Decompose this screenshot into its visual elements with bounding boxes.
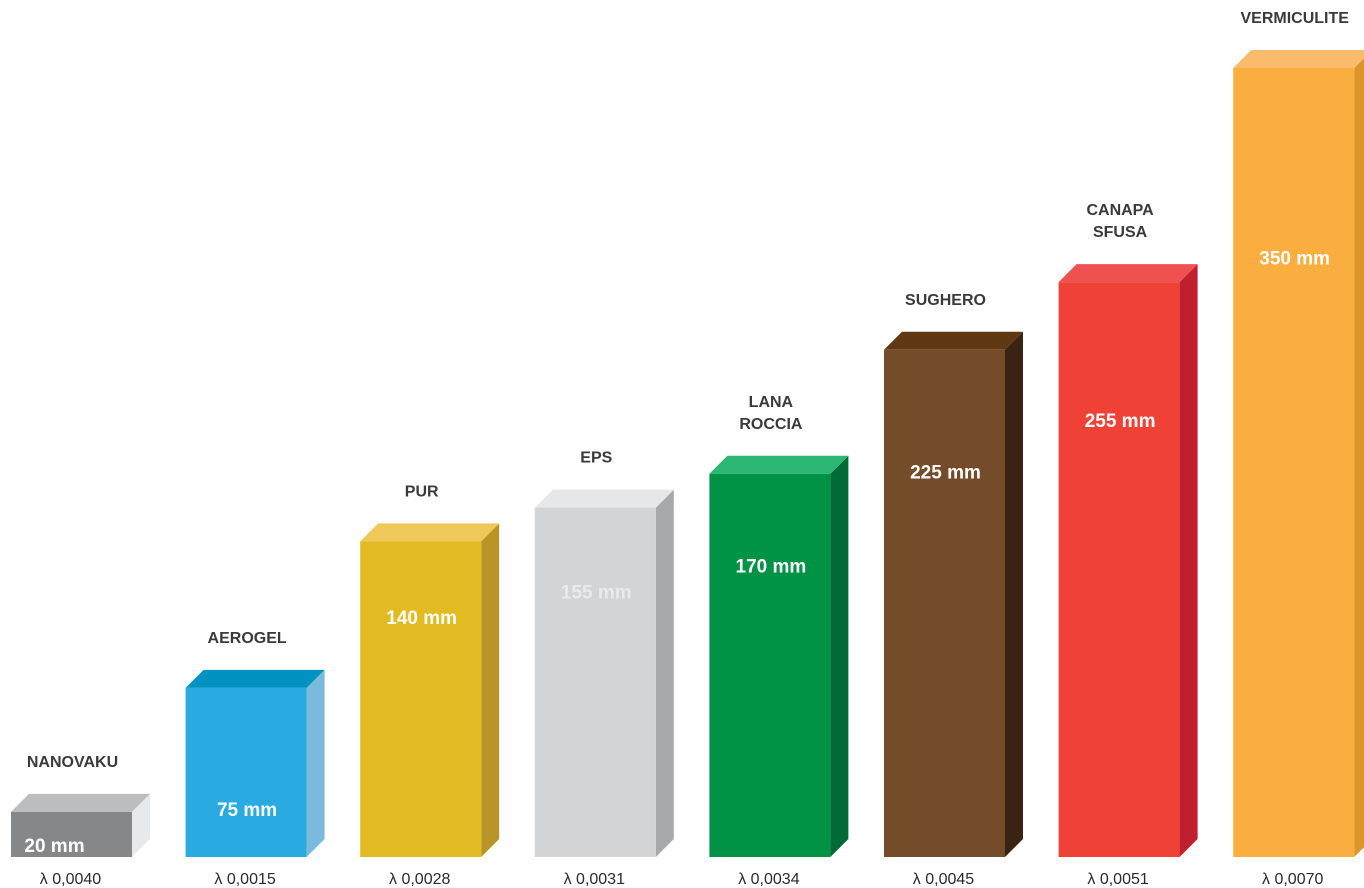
bar-top-face (11, 793, 150, 812)
lambda-label: λ 0,0028 (389, 871, 450, 888)
bar-top-face (1233, 50, 1364, 68)
category-label: EPS (580, 450, 612, 467)
bar-side-face (1179, 264, 1198, 858)
bar-side-face (481, 523, 500, 857)
category-label: VERMICULITE (1240, 10, 1349, 27)
bar (534, 489, 674, 857)
lambda-label: λ 0,0040 (40, 871, 101, 888)
bar-side-face (830, 455, 849, 857)
bar-front-face (884, 349, 1005, 857)
category-label: SUGHERO (905, 292, 986, 309)
lambda-label: λ 0,0051 (1087, 871, 1148, 888)
category-label: PUR (405, 483, 439, 500)
bar-top-face (709, 455, 849, 474)
labels-layer: 20 mm NANOVAKU λ 0,0040 75 mm AEROGEL λ 0,001… (24, 10, 1349, 888)
bar-value-label: 225 mm (910, 463, 981, 484)
bar-front-face (11, 811, 132, 857)
bar-top-face (1058, 264, 1198, 283)
bar-value-label: 255 mm (1085, 411, 1156, 432)
lambda-label: λ 0,0031 (564, 871, 625, 888)
bar-front-face (1058, 282, 1180, 858)
category-label: NANOVAKU (27, 754, 118, 771)
bar-top-face (884, 331, 1023, 350)
bar-value-label: 20 mm (24, 836, 84, 857)
bar-front-face (185, 687, 307, 857)
category-label: AEROGEL (208, 630, 287, 647)
bar-front-face (1233, 68, 1355, 857)
bar-top-face (360, 523, 500, 542)
category-label: SFUSA (1093, 224, 1148, 241)
category-label: ROCCIA (739, 416, 803, 433)
lambda-label: λ 0,0070 (1262, 871, 1323, 888)
bar (1058, 264, 1198, 858)
lambda-label: λ 0,0034 (738, 871, 799, 888)
bar-value-label: 75 mm (217, 800, 277, 821)
bar-side-face (132, 793, 150, 857)
bar (185, 669, 325, 857)
bar-value-label: 155 mm (561, 582, 632, 603)
bar (709, 455, 849, 857)
bar (1233, 50, 1364, 857)
bar-front-face (534, 507, 656, 857)
bar-side-face (1354, 58, 1364, 857)
bar (884, 331, 1023, 857)
lambda-label: λ 0,0015 (214, 871, 275, 888)
bar-side-face (655, 489, 674, 857)
category-label: CANAPA (1086, 202, 1154, 219)
bar (360, 523, 500, 857)
bar-top-face (185, 669, 325, 688)
bar-value-label: 350 mm (1259, 248, 1330, 269)
bar-side-face (306, 669, 325, 857)
category-label: LANA (749, 394, 794, 411)
lambda-label: λ 0,0045 (913, 871, 974, 888)
bar-front-face (360, 541, 482, 857)
bar-value-label: 140 mm (386, 608, 457, 629)
bar-front-face (709, 473, 831, 857)
bar-top-face (534, 489, 674, 508)
bars-layer (11, 50, 1364, 858)
bar-value-label: 170 mm (736, 557, 807, 578)
bar-side-face (1005, 331, 1023, 857)
bar (11, 793, 150, 857)
